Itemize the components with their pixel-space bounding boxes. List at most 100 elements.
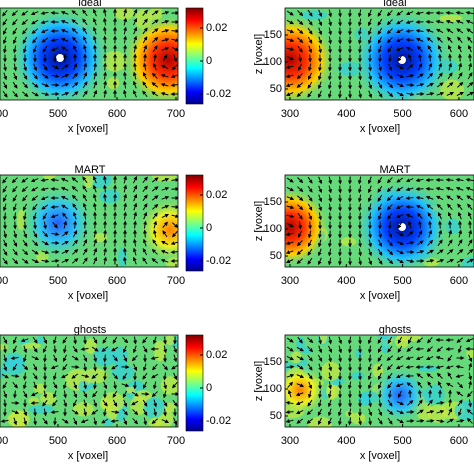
vector-arrow: [122, 89, 127, 98]
vector-arrow: [73, 417, 78, 426]
vector-arrow: [327, 248, 332, 257]
vector-arrow: [386, 355, 394, 361]
noise-patch: [72, 402, 94, 417]
vector-arrow: [30, 401, 39, 406]
vector-arrow: [317, 81, 322, 90]
vector-arrow: [12, 27, 18, 35]
vector-arrow: [367, 27, 372, 36]
vector-arrow: [367, 45, 372, 54]
noise-patch: [28, 397, 40, 406]
panel: MART 300 400 500 600 x [voxel] 150 100 50 z [voxe…: [253, 164, 474, 302]
vector-arrow: [406, 231, 414, 237]
vector-arrow: [426, 82, 434, 88]
vector-arrow: [367, 390, 372, 399]
vector-arrow: [93, 256, 98, 265]
vector-arrow: [52, 390, 57, 399]
vector-arrow: [466, 258, 474, 264]
vector-arrow: [338, 194, 343, 203]
vector-arrow: [60, 37, 69, 42]
vector-arrow: [22, 203, 28, 212]
vector-arrow: [161, 37, 170, 42]
vector-arrow: [62, 381, 67, 390]
vector-arrow: [347, 345, 352, 354]
vector-arrow: [132, 238, 137, 247]
vector-arrow: [163, 381, 168, 390]
vector-arrow: [2, 90, 8, 98]
vector-arrow: [71, 177, 79, 183]
vector-arrow: [286, 19, 294, 25]
vector-arrow: [60, 28, 69, 33]
vector-arrow: [285, 92, 294, 97]
vector-arrow: [171, 214, 178, 219]
x-tick-label: 500: [49, 435, 67, 447]
vector-arrow: [41, 204, 49, 210]
y-tick-label: 150: [264, 29, 282, 41]
vector-arrow: [406, 259, 415, 264]
vector-arrow: [297, 19, 304, 26]
vector-arrow: [82, 185, 88, 193]
vector-arrow: [357, 45, 362, 54]
vector-arrow: [436, 36, 443, 43]
vector-arrow: [307, 18, 313, 26]
vector-arrow: [152, 229, 157, 238]
vector-arrow: [161, 10, 170, 15]
vector-arrow: [347, 381, 352, 390]
vector-arrow: [161, 213, 170, 218]
plot-frame: [0, 7, 179, 101]
noise-patch: [125, 386, 136, 394]
vector-arrow: [425, 178, 434, 183]
vector-arrow: [338, 185, 343, 194]
vector-arrow: [52, 336, 57, 345]
vector-arrow: [386, 37, 393, 44]
vector-arrow: [307, 248, 313, 256]
vector-arrow: [387, 258, 394, 265]
vector-arrow: [286, 38, 295, 43]
vector-arrow: [445, 365, 454, 370]
vector-arrow: [93, 80, 98, 89]
vector-arrow: [318, 18, 323, 27]
vector-arrow: [122, 390, 128, 398]
vector-arrow: [21, 186, 28, 193]
x-tick-label: 700: [167, 275, 185, 287]
vector-arrow: [81, 374, 90, 379]
panel: ideal 300 400 500 600 x [voxel] 150 100 50 z [vox…: [253, 0, 474, 135]
vector-arrow: [161, 28, 170, 33]
vector-arrow: [142, 9, 148, 16]
vector-arrow: [378, 399, 383, 408]
vector-arrow: [328, 27, 333, 36]
vector-arrow: [132, 409, 139, 416]
vector-arrow: [387, 417, 393, 425]
vector-arrow: [467, 44, 472, 53]
vector-arrow: [287, 389, 292, 398]
vector-arrow: [396, 231, 404, 237]
vector-arrow: [92, 8, 97, 17]
vector-arrow: [93, 417, 98, 426]
vector-arrow: [286, 55, 294, 61]
vector-arrow: [102, 17, 107, 26]
vector-arrow: [396, 83, 405, 88]
vector-arrow: [12, 363, 18, 371]
vector-arrow: [62, 363, 68, 371]
vector-arrow: [40, 20, 49, 25]
vector-arrow: [102, 8, 107, 17]
noise-patch: [290, 351, 302, 364]
vector-arrow: [317, 90, 322, 99]
vector-arrow: [12, 390, 17, 399]
field: [0, 175, 178, 267]
vector-arrow: [367, 345, 372, 354]
vector-arrow: [437, 53, 442, 62]
vector-arrow: [435, 19, 444, 24]
vector-arrow: [143, 211, 148, 220]
y-tick-label: 100: [264, 223, 282, 235]
vector-arrow: [457, 44, 462, 53]
vector-arrow: [397, 345, 403, 353]
vector-arrow: [358, 248, 363, 257]
vector-arrow: [377, 345, 383, 354]
vector-arrow: [307, 239, 312, 248]
vector-arrow: [83, 71, 88, 80]
vector-arrow: [307, 372, 313, 380]
vector-arrow: [445, 177, 454, 182]
vector-arrow: [286, 373, 295, 378]
vector-arrow: [50, 177, 59, 182]
vector-arrow: [91, 373, 99, 379]
